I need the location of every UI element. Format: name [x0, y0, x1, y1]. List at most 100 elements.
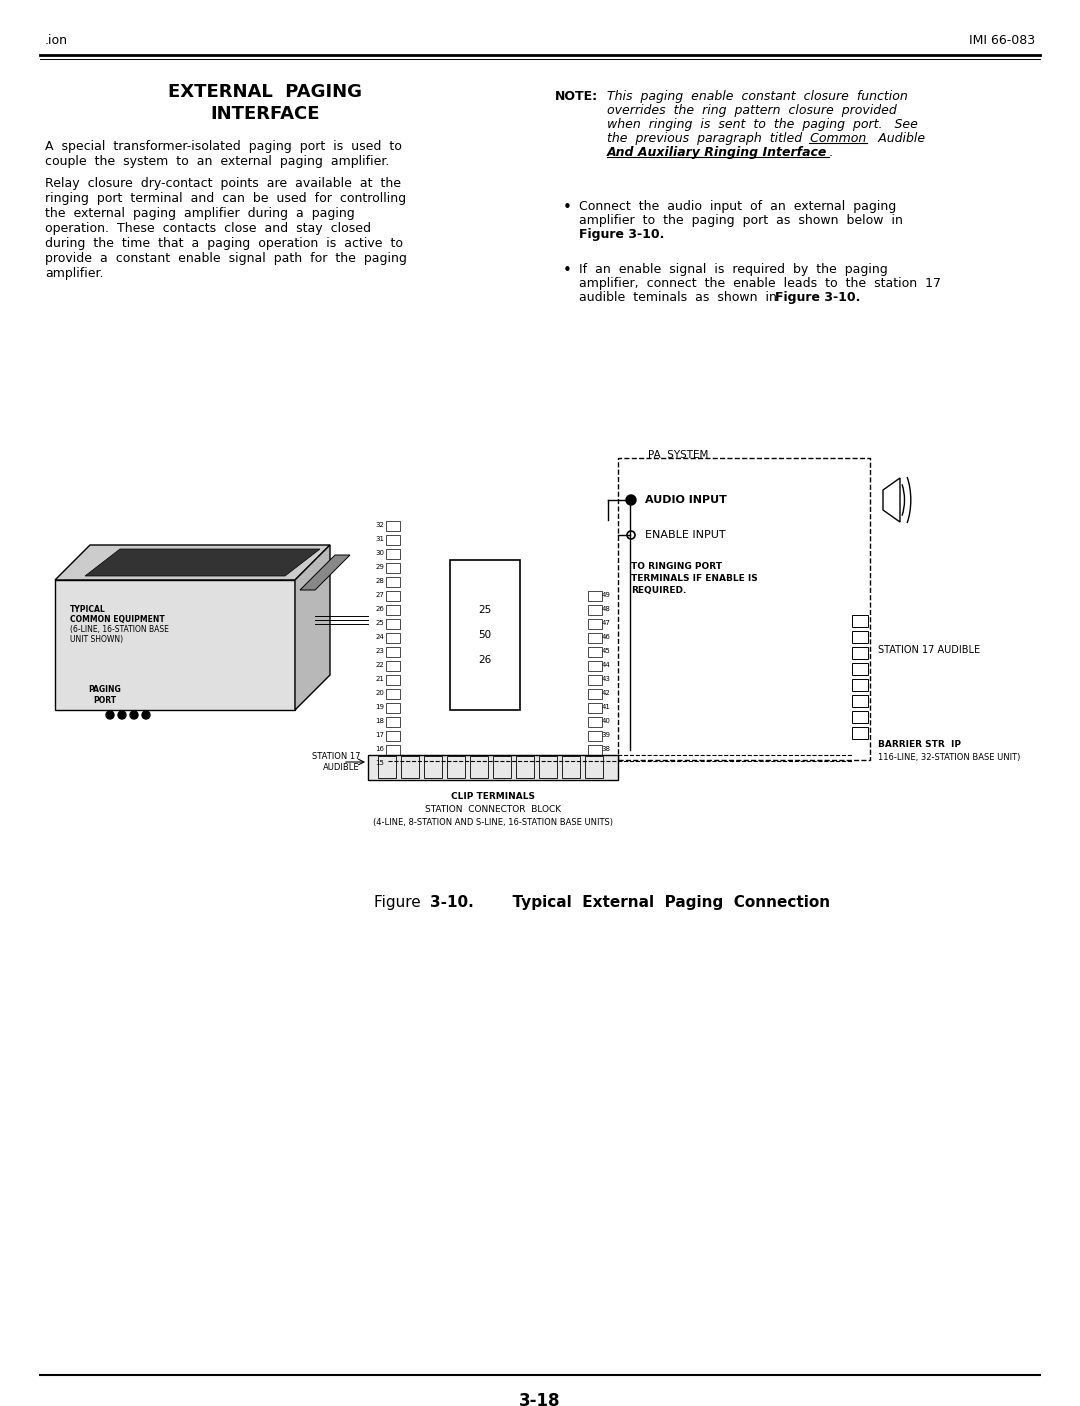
Bar: [852, 695, 868, 707]
Text: 30: 30: [376, 550, 384, 555]
Circle shape: [626, 495, 636, 505]
Bar: [386, 759, 400, 769]
Text: INTERFACE: INTERFACE: [211, 105, 320, 122]
Text: the  previous  paragraph  titled  Common   Audible: the previous paragraph titled Common Aud…: [607, 132, 926, 145]
Text: 49: 49: [602, 592, 610, 598]
Bar: [386, 633, 400, 643]
Text: ringing  port  terminal  and  can  be  used  for  controlling: ringing port terminal and can be used fo…: [45, 193, 406, 205]
Bar: [588, 619, 602, 628]
Text: 24: 24: [376, 634, 384, 640]
Text: 26: 26: [478, 655, 491, 665]
Text: 41: 41: [602, 704, 610, 710]
Text: 32: 32: [376, 522, 384, 529]
Text: CLIP TERMINALS: CLIP TERMINALS: [451, 792, 535, 801]
Text: 38: 38: [602, 747, 610, 752]
Text: TO RINGING PORT: TO RINGING PORT: [631, 562, 723, 571]
Bar: [447, 756, 465, 778]
Text: 47: 47: [602, 620, 610, 626]
Text: 18: 18: [376, 718, 384, 724]
Bar: [516, 756, 534, 778]
Bar: [386, 731, 400, 741]
Bar: [386, 703, 400, 713]
Text: amplifier.: amplifier.: [45, 267, 104, 280]
Text: 40: 40: [602, 718, 610, 724]
Circle shape: [130, 711, 138, 718]
Bar: [492, 756, 511, 778]
Text: TYPICAL: TYPICAL: [70, 605, 106, 614]
Bar: [588, 661, 602, 671]
Bar: [852, 727, 868, 740]
Text: 15: 15: [376, 761, 384, 766]
Bar: [470, 756, 488, 778]
Polygon shape: [55, 581, 295, 710]
Text: 28: 28: [376, 578, 384, 583]
Text: EXTERNAL  PAGING: EXTERNAL PAGING: [168, 83, 362, 101]
Bar: [386, 619, 400, 628]
Text: IMI 66-083: IMI 66-083: [969, 34, 1035, 46]
Bar: [368, 755, 618, 780]
Text: 116-LINE, 32-STATION BASE UNIT): 116-LINE, 32-STATION BASE UNIT): [878, 754, 1021, 762]
Text: Figure 3-10.: Figure 3-10.: [775, 291, 861, 304]
Text: 42: 42: [602, 690, 610, 696]
Text: overrides  the  ring  pattern  closure  provided: overrides the ring pattern closure provi…: [607, 104, 896, 117]
Text: operation.  These  contacts  close  and  stay  closed: operation. These contacts close and stay…: [45, 222, 372, 235]
Text: 3-18: 3-18: [519, 1392, 561, 1406]
Bar: [450, 560, 519, 710]
Bar: [386, 591, 400, 600]
Bar: [852, 631, 868, 643]
Bar: [539, 756, 557, 778]
Text: A  special  transformer-isolated  paging  port  is  used  to: A special transformer-isolated paging po…: [45, 141, 402, 153]
Text: amplifier,  connect  the  enable  leads  to  the  station  17: amplifier, connect the enable leads to t…: [579, 277, 941, 290]
Text: 25: 25: [478, 605, 491, 614]
Text: 3-10.: 3-10.: [430, 896, 474, 910]
Text: STATION 17
AUDIBLE: STATION 17 AUDIBLE: [311, 752, 360, 772]
Text: And Auxiliary Ringing Interface: And Auxiliary Ringing Interface: [607, 146, 827, 159]
Text: couple  the  system  to  an  external  paging  amplifier.: couple the system to an external paging …: [45, 155, 390, 167]
Text: Typical  External  Paging  Connection: Typical External Paging Connection: [502, 896, 831, 910]
Circle shape: [118, 711, 126, 718]
Bar: [588, 689, 602, 699]
Bar: [585, 756, 603, 778]
Text: TERMINALS IF ENABLE IS: TERMINALS IF ENABLE IS: [631, 574, 758, 583]
Bar: [588, 703, 602, 713]
Text: .: .: [829, 146, 833, 159]
Text: 16: 16: [376, 747, 384, 752]
Bar: [562, 756, 580, 778]
Text: 19: 19: [376, 704, 384, 710]
Text: Figure 3-10.: Figure 3-10.: [579, 228, 664, 240]
Text: UNIT SHOWN): UNIT SHOWN): [70, 636, 123, 644]
Text: NOTE:: NOTE:: [555, 90, 598, 103]
Text: 44: 44: [602, 662, 610, 668]
Text: BARRIER STR  IP: BARRIER STR IP: [878, 740, 961, 749]
Text: provide  a  constant  enable  signal  path  for  the  paging: provide a constant enable signal path fo…: [45, 252, 407, 264]
Text: 43: 43: [602, 676, 610, 682]
Polygon shape: [300, 555, 350, 591]
Bar: [852, 647, 868, 659]
Bar: [386, 717, 400, 727]
Circle shape: [106, 711, 114, 718]
Bar: [852, 711, 868, 723]
Text: STATION 17 AUDIBLE: STATION 17 AUDIBLE: [878, 645, 981, 655]
Text: (6-LINE, 16-STATION BASE: (6-LINE, 16-STATION BASE: [70, 626, 168, 634]
Bar: [852, 679, 868, 690]
Text: PAGING
PORT: PAGING PORT: [89, 685, 121, 704]
Text: If  an  enable  signal  is  required  by  the  paging: If an enable signal is required by the p…: [579, 263, 888, 276]
Polygon shape: [55, 546, 330, 581]
Text: 22: 22: [376, 662, 384, 668]
Bar: [386, 576, 400, 586]
Text: 21: 21: [376, 676, 384, 682]
Text: 17: 17: [376, 733, 384, 738]
Text: amplifier  to  the  paging  port  as  shown  below  in: amplifier to the paging port as shown be…: [579, 214, 903, 226]
Bar: [588, 605, 602, 614]
Bar: [386, 675, 400, 685]
Text: AUDIO INPUT: AUDIO INPUT: [645, 495, 727, 505]
Bar: [378, 756, 396, 778]
Text: This  paging  enable  constant  closure  function: This paging enable constant closure func…: [607, 90, 908, 103]
Polygon shape: [295, 546, 330, 710]
Bar: [618, 458, 870, 761]
Bar: [588, 731, 602, 741]
Bar: [386, 647, 400, 657]
Text: ENABLE INPUT: ENABLE INPUT: [645, 530, 726, 540]
Bar: [386, 536, 400, 546]
Text: audible  teminals  as  shown  in: audible teminals as shown in: [579, 291, 788, 304]
